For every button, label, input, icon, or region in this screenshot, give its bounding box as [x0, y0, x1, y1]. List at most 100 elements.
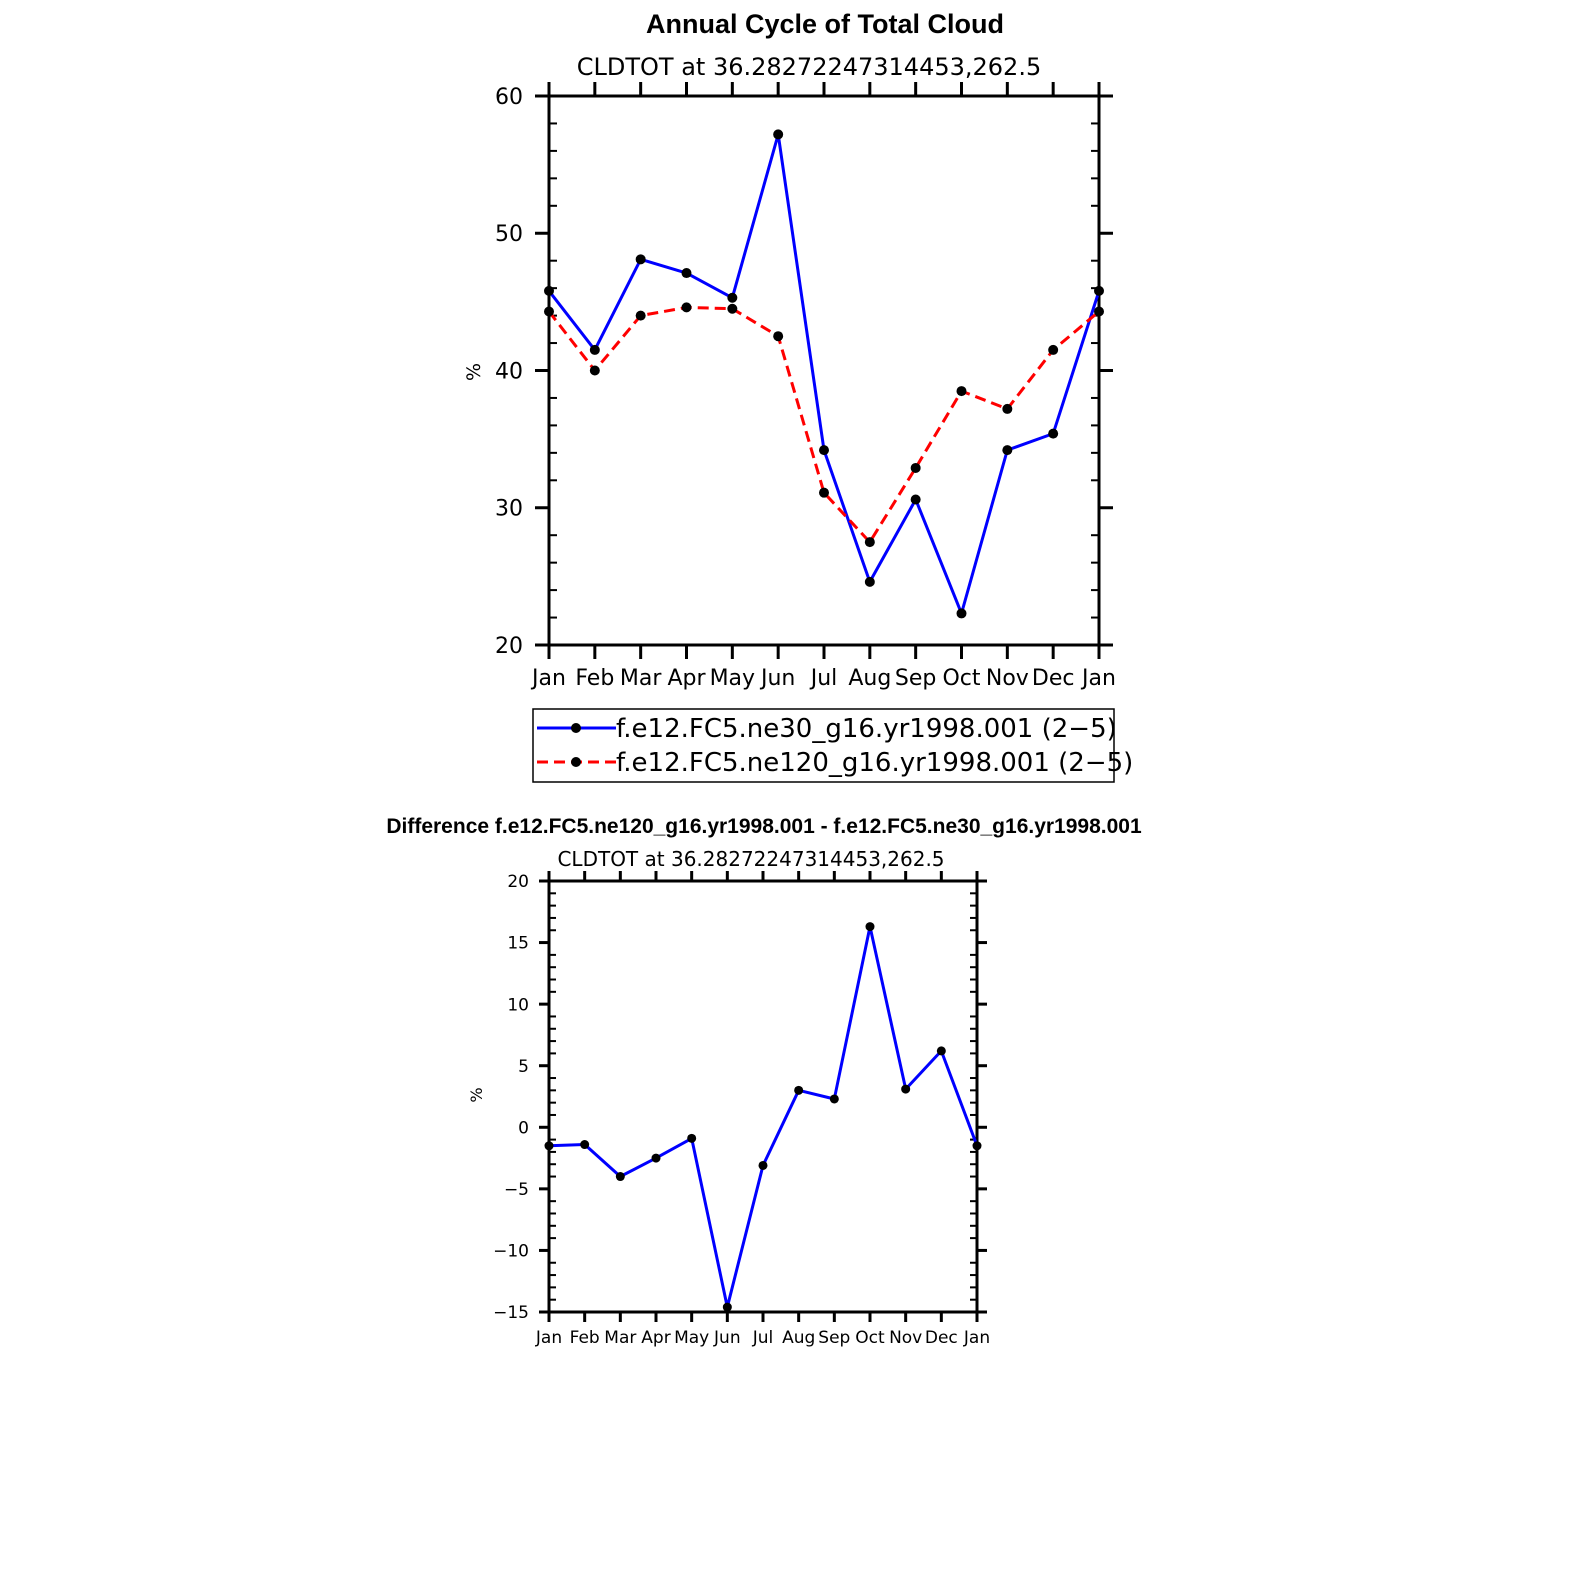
x-tick-label: Mar — [604, 1328, 636, 1348]
series-layer — [544, 129, 1104, 619]
x-tick-label: Aug — [782, 1328, 815, 1348]
difference-chart: Difference f.e12.FC5.ne120_g16.yr1998.00… — [386, 815, 1142, 1348]
data-point — [1048, 428, 1059, 439]
series-layer — [544, 922, 982, 1312]
annual-cycle-chart: Annual Cycle of Total Cloud CLDTOT at 36… — [463, 9, 1133, 783]
data-point — [936, 1046, 946, 1056]
data-point — [864, 537, 875, 548]
x-tick-label: Feb — [575, 666, 614, 691]
y-tick-label: 5 — [518, 1057, 529, 1077]
y-tick-label: 30 — [495, 497, 523, 522]
data-point — [722, 1302, 732, 1312]
x-tick-label: Nov — [889, 1328, 922, 1348]
legend-label-ne30: f.e12.FC5.ne30_g16.yr1998.001 (2−5) — [616, 714, 1117, 744]
data-point — [589, 365, 600, 376]
y-tick-label: −10 — [493, 1242, 529, 1262]
data-point — [773, 129, 784, 140]
data-point — [580, 1140, 590, 1150]
x-tick-label: Oct — [855, 1328, 885, 1348]
x-tick-label: Nov — [986, 666, 1029, 691]
legend-marker-ne120 — [571, 757, 581, 767]
x-tick-label: Sep — [895, 666, 936, 691]
y-tick-label: 10 — [507, 995, 529, 1015]
data-point — [1048, 344, 1059, 355]
y-tick-label: −15 — [493, 1303, 529, 1323]
axis-ticks — [535, 82, 1113, 659]
data-point — [635, 254, 646, 265]
y-tick-label: 20 — [495, 634, 523, 659]
data-point — [794, 1085, 804, 1095]
data-point — [544, 285, 554, 296]
data-point — [865, 922, 875, 932]
y-tick-label: 40 — [495, 359, 523, 384]
data-point — [956, 386, 967, 397]
x-tick-label: Dec — [925, 1328, 958, 1348]
data-point — [864, 576, 875, 587]
legend-box — [532, 708, 1115, 783]
x-tick-label: May — [674, 1328, 709, 1348]
data-point — [972, 1141, 982, 1151]
x-tick-label: Jul — [809, 666, 838, 691]
x-tick-label: Jan — [535, 1328, 562, 1348]
x-tick-label: Oct — [942, 666, 980, 691]
data-point — [681, 268, 692, 279]
data-point — [901, 1084, 911, 1094]
data-point — [544, 1141, 554, 1151]
y-axis-label: % — [463, 363, 485, 381]
data-point — [615, 1172, 625, 1182]
x-tick-label: Jan — [530, 666, 566, 691]
data-point — [651, 1153, 661, 1163]
y-tick-label: 20 — [507, 872, 529, 892]
data-point — [589, 344, 600, 355]
data-point — [1002, 403, 1013, 414]
data-point — [910, 494, 921, 505]
data-point — [544, 306, 554, 317]
data-point — [910, 462, 921, 473]
x-tick-label: Jan — [1080, 666, 1116, 691]
x-tick-label: Feb — [570, 1328, 600, 1348]
y-tick-label: 60 — [495, 85, 523, 110]
y-tick-labels: 20 30 40 50 60 — [495, 85, 523, 659]
x-tick-label: Jun — [713, 1328, 741, 1348]
chart-title: Difference f.e12.FC5.ne120_g16.yr1998.00… — [386, 815, 1142, 838]
legend-label-ne120: f.e12.FC5.ne120_g16.yr1998.001 (2−5) — [616, 748, 1133, 778]
chart-title: Annual Cycle of Total Cloud — [646, 9, 1004, 39]
x-tick-label: Jul — [752, 1328, 774, 1348]
data-point — [635, 310, 646, 321]
legend-marker-ne30 — [571, 723, 581, 733]
data-point — [773, 331, 784, 342]
axis-ticks — [539, 871, 987, 1322]
x-tick-label: Apr — [641, 1328, 670, 1348]
data-point — [1002, 445, 1013, 456]
y-tick-labels: −15 −10 −5 0 5 10 15 20 — [493, 872, 529, 1323]
data-point — [956, 608, 967, 619]
chart-subtitle: CLDTOT at 36.28272247314453,262.5 — [557, 847, 944, 871]
data-point — [1094, 285, 1104, 296]
x-tick-label: Apr — [667, 666, 706, 691]
x-tick-label: Dec — [1032, 666, 1075, 691]
x-tick-label: May — [710, 666, 755, 691]
y-tick-label: 50 — [495, 222, 523, 247]
x-tick-labels: Jan Feb Mar Apr May Jun Jul Aug Sep Oct Nov Dec Jan — [530, 666, 1116, 691]
y-axis-label: % — [467, 1087, 486, 1102]
x-tick-label: Jan — [963, 1328, 990, 1348]
legend: f.e12.FC5.ne30_g16.yr1998.001 (2−5) f.e1… — [532, 708, 1133, 783]
data-point — [727, 303, 738, 314]
x-tick-label: Aug — [848, 666, 891, 691]
chart-subtitle: CLDTOT at 36.28272247314453,262.5 — [577, 53, 1041, 81]
y-tick-label: 0 — [518, 1118, 529, 1138]
y-tick-label: 15 — [507, 934, 529, 954]
x-tick-label: Sep — [818, 1328, 850, 1348]
data-point — [819, 487, 829, 498]
x-tick-labels: Jan Feb Mar Apr May Jun Jul Aug Sep Oct Nov Dec Jan — [535, 1328, 990, 1348]
data-point — [829, 1094, 839, 1104]
x-tick-label: Jun — [759, 666, 795, 691]
data-point — [727, 292, 738, 303]
x-tick-label: Mar — [620, 666, 662, 691]
data-point — [819, 445, 829, 456]
y-tick-label: −5 — [504, 1180, 529, 1200]
data-point — [758, 1160, 768, 1170]
data-point — [1094, 306, 1104, 317]
data-point — [681, 302, 692, 313]
